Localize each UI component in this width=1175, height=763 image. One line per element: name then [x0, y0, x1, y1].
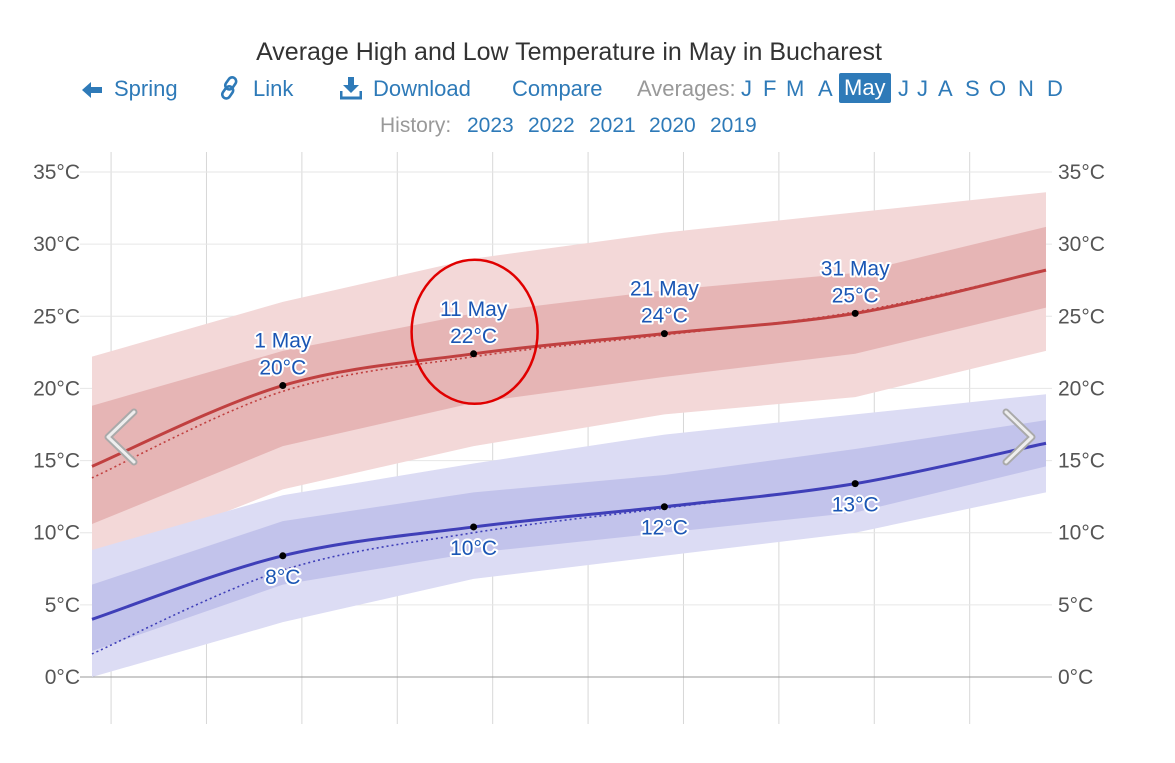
month-aug[interactable]: A — [938, 76, 953, 101]
y-tick-label-left: 30°C — [33, 233, 80, 256]
y-tick-label-left: 35°C — [33, 161, 80, 184]
series-lines — [91, 268, 1047, 655]
month-apr[interactable]: A — [818, 76, 833, 101]
annotation-value: 13°C — [832, 494, 879, 517]
data-point-marker — [851, 309, 859, 317]
annotation-value: 12°C — [641, 517, 688, 540]
annotation-date: 11 May — [440, 298, 508, 321]
month-jun[interactable]: J — [898, 76, 909, 101]
y-tick-label-right: 0°C — [1058, 666, 1093, 689]
y-tick-label-right: 15°C — [1058, 450, 1105, 473]
y-tick-label-right: 5°C — [1058, 594, 1093, 617]
link-button[interactable]: Link — [218, 76, 293, 102]
highlight-circle — [410, 258, 539, 406]
link-label: Link — [253, 76, 294, 101]
data-point-marker — [660, 330, 668, 338]
data-point-marker — [851, 480, 859, 488]
spring-label: Spring — [114, 76, 178, 101]
next-arrow[interactable] — [1002, 408, 1036, 466]
y-tick-label-left: 5°C — [45, 594, 80, 617]
annotation-value: 25°C — [832, 284, 879, 307]
download-icon — [340, 77, 362, 100]
month-sep[interactable]: S — [965, 76, 980, 101]
prev-arrow[interactable] — [104, 408, 138, 466]
month-jul[interactable]: J — [917, 76, 928, 101]
compare-link[interactable]: Compare — [512, 76, 603, 101]
y-tick-label-right: 20°C — [1058, 377, 1105, 400]
month-mar[interactable]: M — [786, 76, 805, 101]
month-jan[interactable]: J — [741, 76, 752, 101]
data-point-marker — [279, 382, 287, 390]
history-year-2023[interactable]: 2023 — [467, 114, 514, 137]
month-nov[interactable]: N — [1018, 76, 1034, 101]
month-may-active[interactable]: May — [839, 73, 891, 103]
y-tick-label-left: 15°C — [33, 450, 80, 473]
y-tick-label-right: 30°C — [1058, 233, 1105, 256]
annotation-value: 10°C — [450, 537, 497, 560]
annotation-date: 31 May — [821, 257, 890, 280]
history-year-2021[interactable]: 2021 — [589, 114, 636, 137]
history-year-2019[interactable]: 2019 — [710, 114, 757, 137]
y-tick-label-left: 25°C — [33, 305, 80, 328]
low-band-25-75 — [92, 420, 1046, 652]
annotation-date: 1 May — [254, 330, 312, 353]
y-tick-label-left: 20°C — [33, 377, 80, 400]
download-button[interactable]: Download — [340, 76, 471, 102]
month-dec[interactable]: D — [1047, 76, 1063, 101]
y-axis-left: 0°C 5°C 10°C 15°C 20°C 25°C 30°C 35°C — [33, 161, 80, 689]
history-year-2022[interactable]: 2022 — [528, 114, 575, 137]
percentile-bands — [92, 192, 1046, 677]
arrow-left-icon — [82, 82, 102, 98]
annotations: 1 May 20°C 11 May 22°C 21 May 24°C 31 May 25°C 8… — [252, 255, 892, 590]
y-tick-label-right: 25°C — [1058, 305, 1105, 328]
history-label: History: — [380, 114, 452, 137]
y-tick-label-right: 10°C — [1058, 522, 1105, 545]
high-band-25-75 — [92, 226, 1046, 525]
annotation-date: 21 May — [630, 278, 699, 301]
data-point-marker — [279, 552, 287, 560]
month-oct[interactable]: O — [989, 76, 1007, 101]
annotation-value: 8°C — [265, 566, 300, 589]
average-low-line — [91, 441, 1047, 621]
chain-link-icon — [220, 76, 238, 100]
average-high-line — [91, 268, 1047, 468]
nav-bar: Spring Link Download Compare Averages: J… — [0, 73, 1175, 108]
annotation-value: 20°C — [259, 357, 306, 380]
history-bar: History: 2023 2022 2021 2020 2019 — [0, 114, 1175, 142]
spring-link[interactable]: Spring — [80, 76, 178, 102]
y-tick-label-left: 10°C — [33, 522, 80, 545]
data-point-marker — [470, 523, 478, 531]
download-label: Download — [373, 76, 471, 101]
y-tick-label-right: 35°C — [1058, 161, 1105, 184]
data-point-marker — [660, 503, 668, 511]
averages-label: Averages: — [637, 76, 736, 101]
chart-title: Average High and Low Temperature in May … — [256, 38, 882, 66]
annotation-value: 22°C — [450, 325, 497, 348]
y-tick-label-left: 0°C — [45, 666, 80, 689]
month-feb[interactable]: F — [763, 76, 777, 101]
history-year-2020[interactable]: 2020 — [649, 114, 696, 137]
data-point-marker — [470, 350, 478, 358]
y-axis-right: 0°C 5°C 10°C 15°C 20°C 25°C 30°C 35°C — [1058, 161, 1105, 689]
annotation-value: 24°C — [641, 305, 688, 328]
